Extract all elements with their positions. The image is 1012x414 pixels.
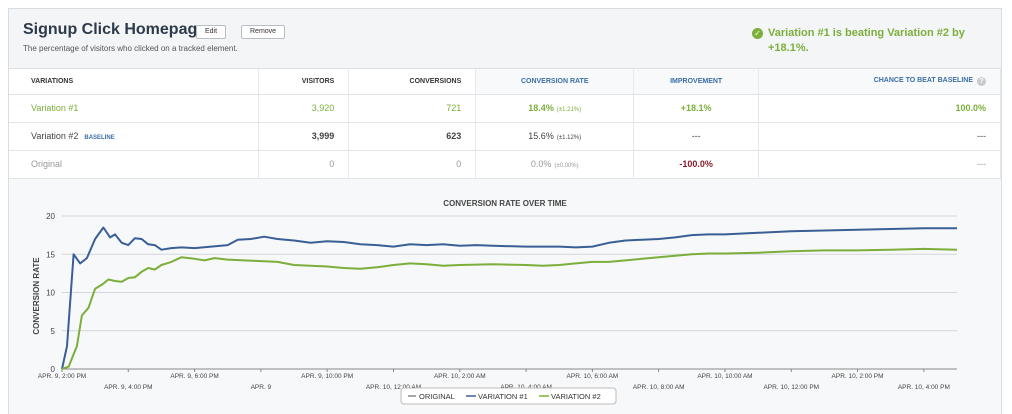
chart-area: CONVERSION RATE OVER TIME CONVERSION RAT… (9, 179, 1001, 414)
legend-variation-1[interactable]: VARIATION #1 (478, 392, 528, 401)
variation-name: Original (9, 150, 260, 179)
chart-y-ticks: 0 5 10 15 20 (46, 212, 55, 374)
y-tick-label: 0 (51, 365, 56, 374)
legend-original[interactable]: ORIGINAL (419, 392, 455, 401)
rate-cell: 18.4% (±1.21%) (475, 94, 635, 123)
edit-button[interactable]: Edit (196, 25, 227, 39)
visitors-cell: 3,999 (258, 122, 350, 151)
rate-ci: (±1.12%) (556, 135, 582, 141)
x-tick-label: APR. 10, 2:00 PM (832, 373, 884, 380)
x-tick-label: APR. 10, 10:00 AM (697, 373, 752, 380)
table-row: Original 0 0 0.0% (±0.00%) -100.0% --- (9, 150, 1001, 179)
x-tick-label: APR. 10, 12:00 AM (366, 384, 421, 391)
visitors-cell: 0 (258, 150, 350, 179)
improvement-cell: +18.1% (633, 94, 760, 123)
winner-line1: Variation #1 is beating Variation #2 by (768, 27, 965, 39)
conversions-cell: 0 (348, 150, 477, 179)
results-table: VARIATIONS VISITORS CONVERSIONS CONVERSI… (9, 69, 1001, 179)
rate-ci: (±1.21%) (556, 107, 582, 113)
x-tick-label: APR. 10, 4:00 PM (898, 384, 950, 391)
chart-y-axis-label: CONVERSION RATE (32, 257, 41, 335)
variation-name: Variation #2 BASELINE (9, 122, 260, 151)
conversion-rate-chart: CONVERSION RATE OVER TIME CONVERSION RAT… (32, 199, 958, 405)
x-tick-label: APR. 10, 12:00 PM (763, 384, 819, 391)
rate-value: 15.6% (528, 131, 554, 141)
y-tick-label: 5 (51, 327, 56, 336)
x-tick-label: APR. 9, 6:00 PM (170, 373, 218, 380)
header-chance[interactable]: CHANCE TO BEAT BASELINE? (758, 69, 1001, 95)
y-tick-label: 15 (46, 250, 55, 259)
variation-name: Variation #1 (9, 94, 260, 123)
improvement-cell: -100.0% (633, 150, 760, 179)
experiment-header: Signup Click Homepage Edit Remove The pe… (9, 9, 1001, 69)
table-row: Variation #2 BASELINE 3,999 623 15.6% (±1.… (9, 122, 1001, 151)
rate-value: 0.0% (530, 159, 552, 169)
chart-title: CONVERSION RATE OVER TIME (443, 199, 567, 208)
y-tick-label: 20 (46, 212, 55, 221)
x-tick-label: APR. 10, 8:00 AM (633, 384, 685, 391)
x-tick-label: APR. 10, 6:00 AM (567, 373, 619, 380)
winner-message: ✓ Variation #1 is beating Variation #2 by… (752, 26, 992, 56)
header-improvement[interactable]: IMPROVEMENT (633, 69, 760, 95)
x-tick-label: APR. 9, 4:00 PM (104, 384, 152, 391)
x-tick-label: APR. 10, 2:00 AM (434, 373, 486, 380)
experiment-title: Signup Click Homepage (23, 21, 207, 38)
conversions-cell: 623 (348, 122, 477, 151)
x-tick-label: APR. 9, 10:00 PM (301, 373, 353, 380)
table-row: Variation #1 3,920 721 18.4% (±1.21%) +18… (9, 94, 1001, 123)
header-conversion-rate[interactable]: CONVERSION RATE (475, 69, 635, 95)
header-conversions[interactable]: CONVERSIONS (348, 69, 477, 95)
variation-name-label: Variation #2 (31, 131, 79, 141)
experiment-subtitle: The percentage of visitors who clicked o… (23, 44, 238, 53)
legend-variation-2[interactable]: VARIATION #2 (551, 392, 601, 401)
chart-series (61, 226, 958, 370)
winner-line2: +18.1%. (768, 42, 809, 54)
legend-box (400, 387, 617, 405)
header-chance-label: CHANCE TO BEAT BASELINE (873, 76, 973, 84)
remove-button[interactable]: Remove (241, 25, 286, 39)
chart-legend: ORIGINAL VARIATION #1 VARIATION #2 (400, 387, 617, 405)
chart-x-ticks: APR. 9, 2:00 PM APR. 9, 4:00 PM APR. 9, 6:… (38, 369, 950, 391)
conversions-cell: 721 (348, 94, 477, 123)
chart-grid (62, 215, 957, 370)
series-line-variation-2 (61, 247, 958, 370)
improvement-cell: --- (633, 122, 760, 151)
header-variations[interactable]: VARIATIONS (9, 69, 260, 95)
table-header-row: VARIATIONS VISITORS CONVERSIONS CONVERSI… (9, 69, 1001, 95)
chance-cell: --- (758, 122, 1001, 151)
rate-ci: (±0.00%) (554, 163, 579, 169)
chance-cell: 100.0% (758, 94, 1001, 123)
experiment-card: Signup Click Homepage Edit Remove The pe… (8, 8, 1002, 414)
x-tick-label: APR. 9 (251, 384, 272, 391)
rate-value: 18.4% (528, 103, 554, 113)
info-icon[interactable]: ? (977, 76, 986, 86)
series-line-variation-1 (61, 226, 957, 370)
rate-cell: 15.6% (±1.12%) (475, 122, 635, 151)
chance-cell: --- (758, 150, 1001, 179)
visitors-cell: 3,920 (258, 94, 350, 123)
rate-cell: 0.0% (±0.00%) (475, 150, 635, 179)
baseline-badge: BASELINE (84, 135, 115, 141)
header-visitors[interactable]: VISITORS (258, 69, 350, 95)
check-circle-icon: ✓ (752, 28, 763, 39)
x-tick-label: APR. 9, 2:00 PM (38, 373, 86, 380)
y-tick-label: 10 (46, 289, 55, 298)
